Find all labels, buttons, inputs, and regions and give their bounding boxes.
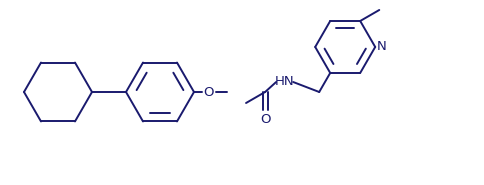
Text: N: N — [376, 41, 385, 53]
Text: O: O — [259, 112, 270, 125]
Text: HN: HN — [274, 75, 293, 88]
Text: O: O — [203, 85, 214, 98]
